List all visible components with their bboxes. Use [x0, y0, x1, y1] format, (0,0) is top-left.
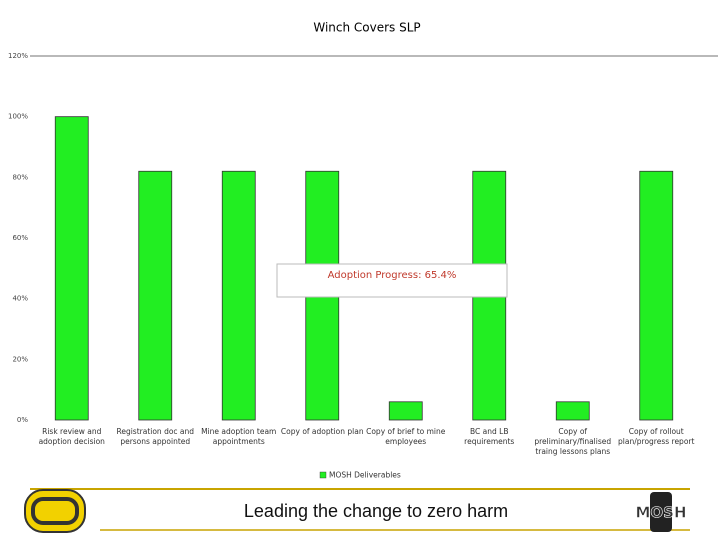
x-tick-label: Registration doc and persons appointed [116, 427, 195, 446]
bar [555, 401, 590, 421]
mosh-logo-text: MOSH [635, 504, 686, 522]
chart-title: Winch Covers SLP [313, 21, 420, 35]
footer-slogan: Leading the change to zero harm [244, 501, 508, 521]
legend-label: MOSH Deliverables [329, 471, 401, 480]
bar [388, 401, 423, 421]
bar [138, 170, 173, 421]
y-tick-label: 40% [12, 295, 28, 303]
bar [54, 116, 89, 421]
x-tick-label: BC and LB requirements [464, 427, 515, 446]
bar [639, 170, 674, 421]
y-tick-label: 20% [12, 355, 28, 363]
x-tick-label: Risk review and adoption decision [38, 427, 105, 446]
x-tick-label: Copy of adoption plan [280, 427, 364, 436]
x-tick-label: Copy of brief to mine employees [366, 427, 446, 446]
annotation-box [276, 263, 508, 298]
y-tick-label: 100% [8, 113, 28, 121]
x-tick-label: Copy of preliminary/finalised traing les… [534, 427, 612, 456]
y-tick-label: 60% [12, 234, 28, 242]
annotation: Adoption Progress: 65.4% [328, 270, 457, 281]
y-tick-label: 0% [17, 416, 28, 424]
cm-logo [24, 489, 86, 533]
mosh-logo: MOSH [635, 492, 687, 532]
legend-swatch [319, 471, 327, 479]
y-tick-label: 80% [12, 173, 28, 181]
x-tick-label: Mine adoption team appointments [201, 427, 277, 446]
bar [221, 170, 256, 421]
x-tick-label: Copy of rollout plan/progress report [618, 427, 695, 446]
y-tick-label: 120% [8, 52, 28, 60]
